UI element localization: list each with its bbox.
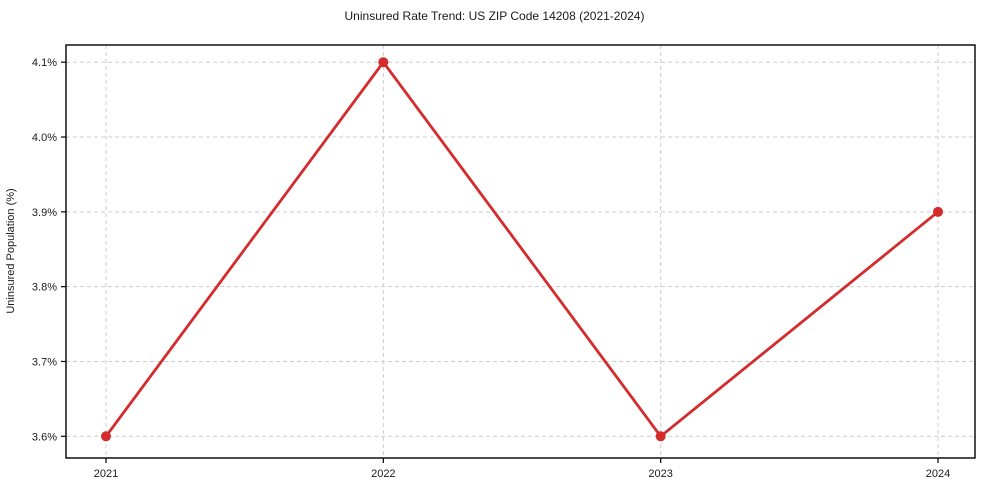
chart-title: Uninsured Rate Trend: US ZIP Code 14208 … [344,9,645,23]
data-point-marker [655,431,666,442]
x-tick-label: 2022 [371,468,395,480]
plot-border [65,44,976,459]
series-line [104,60,940,438]
x-tick-label: 2024 [926,468,950,480]
y-tick-label: 4.1% [32,57,57,69]
data-point-marker [933,206,943,217]
y-tick-label: 3.8% [32,282,57,294]
x-tick-label: 2023 [648,468,672,480]
y-tick-label: 3.9% [32,207,57,219]
y-tick-label: 3.6% [32,431,57,443]
data-point-marker [378,57,389,68]
y-tick-label: 3.7% [32,356,57,368]
x-tick-label: 2021 [94,468,118,480]
data-point-marker [101,431,111,442]
y-axis-label: Uninsured Population (%) [5,188,17,313]
y-tick-label: 4.0% [32,132,57,144]
